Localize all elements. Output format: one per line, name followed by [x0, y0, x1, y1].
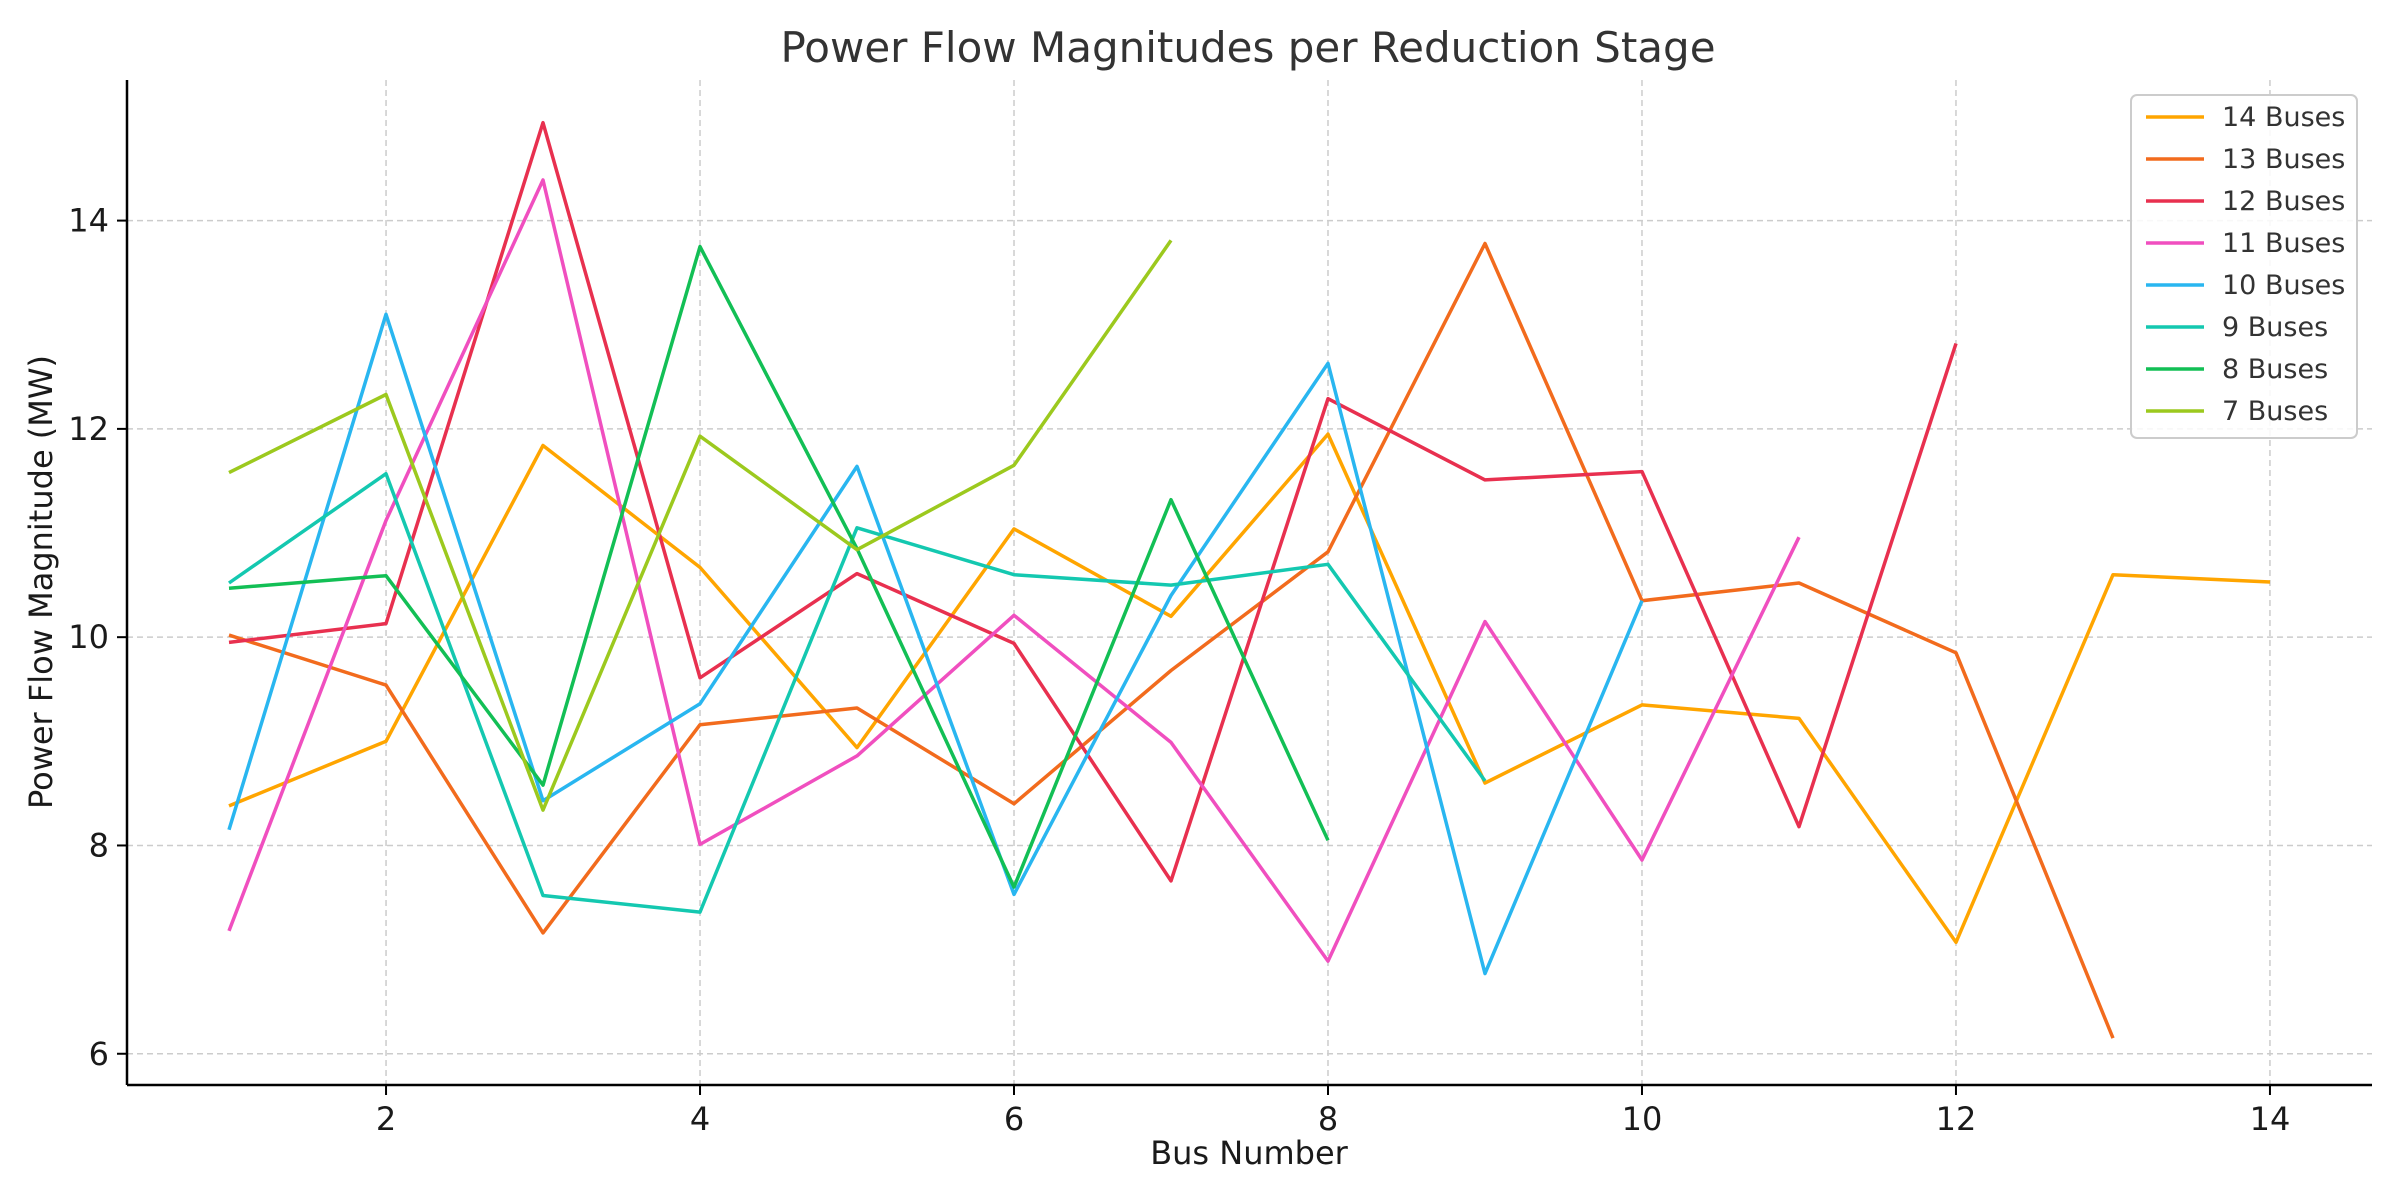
series-line-3: [228, 120, 1958, 883]
chart-title: Power Flow Magnitudes per Reduction Stag…: [780, 23, 1715, 72]
series-line-2: [228, 241, 2115, 1039]
x-tick-label: 14: [2250, 1100, 2291, 1138]
series-line-5: [227, 312, 1644, 976]
legend-label: 14 Buses: [2222, 102, 2345, 133]
legend-label: 12 Buses: [2222, 186, 2345, 217]
y-tick-label: 8: [89, 826, 109, 864]
legend-label: 7 Buses: [2222, 396, 2328, 427]
x-tick-label: 4: [690, 1100, 710, 1138]
legend-box: [2130, 94, 2358, 439]
legend-label: 9 Buses: [2222, 312, 2328, 343]
x-tick-label: 6: [1004, 1100, 1024, 1138]
grid: [127, 80, 2372, 1085]
legend-label: 10 Buses: [2222, 270, 2345, 301]
series-line-7: [228, 244, 1330, 889]
legend: 14 Buses 13 Buses 12 Buses 11 Buses 10 Buses…: [2130, 94, 2358, 439]
y-tick-label: 12: [68, 410, 109, 448]
y-tick-label: 6: [89, 1035, 109, 1073]
x-tick-label: 12: [1936, 1100, 1977, 1138]
series-line-1: [228, 432, 2271, 945]
y-tick-label: 14: [68, 202, 109, 240]
x-tick-label: 10: [1622, 1100, 1663, 1138]
x-tick-label: 8: [1318, 1100, 1338, 1138]
series-lines: [227, 120, 2271, 1039]
ticks: 2 4 6 8 10 12 14 6 8 10 12 14: [68, 202, 2290, 1138]
legend-label: 8 Buses: [2222, 354, 2328, 385]
legend-label: 13 Buses: [2222, 144, 2345, 175]
legend-label: 11 Buses: [2222, 228, 2345, 259]
series-line-4: [227, 178, 1801, 963]
series-line-8: [228, 239, 1173, 812]
series-line-6: [228, 471, 1487, 914]
x-axis-label: Bus Number: [1150, 1134, 1348, 1172]
y-tick-label: 10: [68, 618, 109, 656]
y-axis-label: Power Flow Magnitude (MW): [22, 355, 60, 809]
x-tick-label: 2: [376, 1100, 396, 1138]
